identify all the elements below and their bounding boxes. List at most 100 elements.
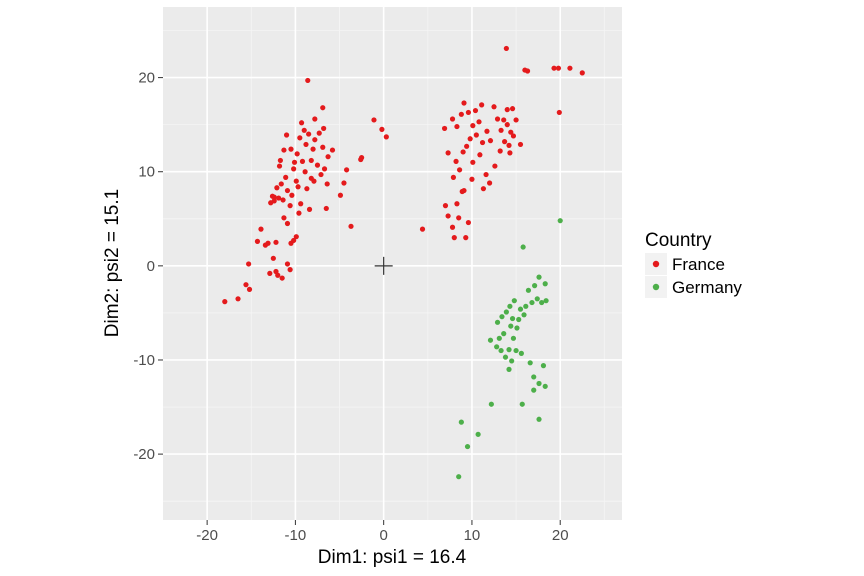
data-point-france: [291, 166, 297, 172]
data-point-germany: [540, 363, 547, 369]
x-tick-label: 10: [464, 527, 481, 544]
data-point-france: [283, 174, 289, 180]
data-point-germany: [488, 401, 494, 407]
x-tick-label: 20: [552, 527, 569, 544]
data-point-france: [287, 203, 293, 209]
data-point-france: [383, 134, 389, 140]
data-point-france: [491, 104, 497, 110]
data-point-france: [291, 159, 298, 165]
data-point-france: [461, 100, 467, 106]
data-point-france: [344, 167, 350, 173]
data-point-france: [274, 185, 280, 191]
data-point-france: [294, 151, 300, 157]
data-point-france: [341, 180, 347, 186]
data-point-france: [458, 111, 464, 117]
origin-crosshair: [374, 256, 393, 275]
data-point-france: [506, 142, 512, 148]
data-point-germany: [494, 319, 501, 325]
data-point-france: [301, 127, 307, 133]
data-point-germany: [506, 366, 512, 372]
data-point-germany: [520, 244, 526, 250]
data-point-germany: [498, 347, 504, 354]
legend-swatch-france: [652, 260, 660, 268]
data-point-germany: [506, 347, 512, 353]
data-point-france: [479, 102, 485, 108]
data-point-germany: [536, 274, 542, 280]
data-point-germany: [508, 323, 514, 329]
y-axis-title: Dim2: psi2 = 15.1: [102, 189, 123, 337]
data-point-france: [456, 167, 463, 173]
data-point-france: [503, 45, 509, 52]
y-axis-ticks: -20 -10 0 10 20: [133, 70, 163, 463]
data-point-france: [551, 65, 557, 71]
data-point-france: [504, 122, 510, 128]
data-point-france: [358, 156, 364, 163]
data-point-germany: [510, 335, 517, 341]
data-point-france: [321, 125, 327, 132]
data-point-france: [306, 131, 312, 137]
data-point-france: [463, 235, 469, 241]
x-tick-label: 0: [380, 527, 388, 544]
data-point-germany: [494, 344, 500, 350]
data-point-france: [281, 215, 287, 221]
data-point-germany: [475, 431, 481, 437]
x-axis-title: Dim1: psi1 = 16.4: [318, 547, 467, 568]
data-point-france: [470, 159, 476, 165]
y-tick-label: 20: [138, 70, 155, 87]
data-point-france: [419, 226, 426, 232]
data-point-france: [509, 106, 516, 112]
data-point-france: [267, 270, 273, 276]
data-point-germany: [523, 303, 529, 309]
data-point-france: [276, 195, 282, 201]
data-point-france: [494, 116, 501, 122]
minor-gridlines: [163, 7, 622, 520]
data-point-france: [289, 192, 295, 198]
data-point-france: [318, 171, 324, 178]
data-point-germany: [496, 335, 502, 341]
data-point-france: [324, 181, 330, 187]
data-point-france: [283, 132, 290, 138]
data-point-france: [280, 197, 286, 203]
y-tick-label: -20: [133, 446, 155, 463]
data-point-france: [246, 286, 253, 292]
data-point-france: [287, 267, 293, 273]
x-tick-label: -20: [196, 527, 218, 544]
data-point-france: [476, 119, 482, 125]
data-point-france: [484, 128, 490, 134]
data-point-france: [556, 109, 562, 116]
data-point-germany: [518, 350, 524, 356]
data-point-france: [293, 234, 299, 240]
data-point-france: [284, 187, 291, 194]
data-point-germany: [517, 306, 524, 312]
data-point-germany: [557, 218, 563, 224]
data-point-france: [243, 282, 249, 288]
data-point-france: [284, 220, 291, 227]
data-point-france: [465, 109, 472, 116]
data-point-france: [501, 117, 507, 123]
data-point-france: [291, 237, 297, 244]
data-point-france: [469, 176, 475, 182]
data-point-france: [311, 178, 317, 184]
data-point-germany: [516, 316, 522, 323]
data-point-france: [305, 77, 311, 84]
data-point-france: [479, 139, 486, 146]
data-point-france: [467, 136, 473, 142]
data-point-germany: [527, 360, 533, 366]
data-point-france: [258, 226, 264, 232]
data-point-france: [449, 116, 456, 122]
data-point-france: [278, 181, 284, 187]
data-point-germany: [487, 337, 494, 343]
data-point-france: [298, 201, 304, 207]
data-point-france: [246, 261, 252, 267]
data-point-germany: [514, 325, 520, 331]
x-tick-label: -10: [285, 527, 307, 544]
data-point-germany: [519, 401, 525, 407]
data-point-france: [265, 240, 271, 246]
legend-label-germany: Germany: [672, 278, 742, 297]
data-point-france: [442, 203, 449, 209]
data-point-germany: [511, 298, 517, 304]
data-point-germany: [509, 315, 516, 322]
data-point-france: [464, 143, 470, 149]
data-point-france: [348, 223, 354, 229]
data-point-france: [454, 201, 460, 207]
